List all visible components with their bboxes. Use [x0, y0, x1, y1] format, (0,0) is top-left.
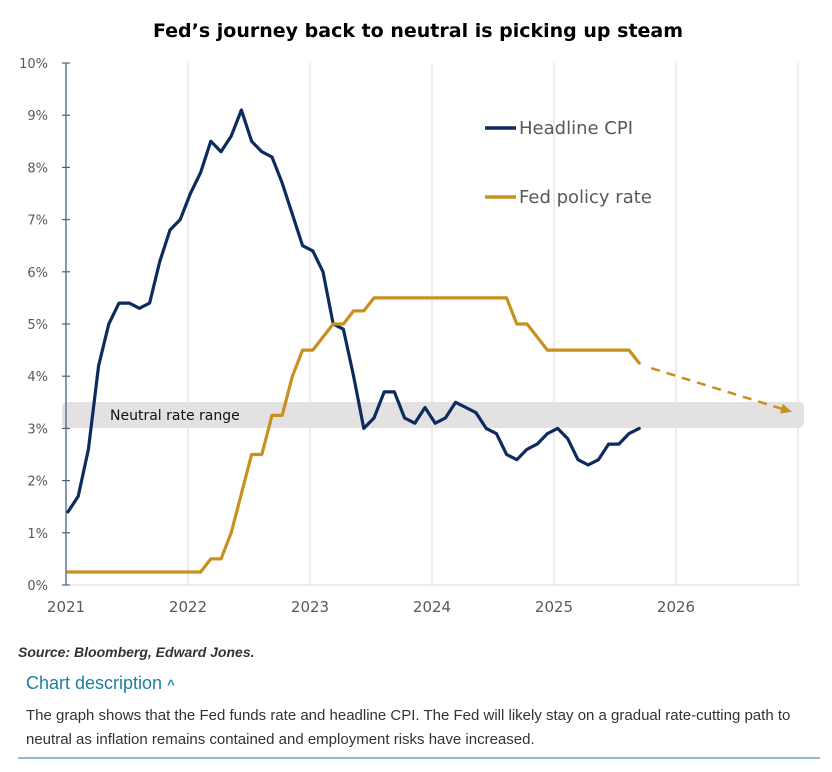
chart-description: The graph shows that the Fed funds rate … — [26, 707, 791, 748]
y-tick-label: 5% — [27, 318, 48, 333]
legend-label-fed: Fed policy rate — [519, 187, 652, 208]
x-tick-label: 2025 — [535, 598, 573, 616]
y-tick-label: 9% — [27, 109, 48, 124]
y-tick-label: 0% — [27, 579, 48, 594]
y-tick-label: 1% — [27, 527, 48, 542]
neutral-rate-band — [62, 402, 804, 428]
chevron-up-icon: ^ — [167, 677, 175, 692]
neutral-rate-label: Neutral rate range — [110, 408, 240, 424]
fed-rate-projection — [650, 366, 787, 412]
fed-rate-line — [66, 296, 641, 574]
divider — [18, 757, 820, 759]
y-tick-label: 6% — [27, 266, 48, 281]
x-tick-label: 2024 — [413, 598, 451, 616]
source-note: Source: Bloomberg, Edward Jones. — [18, 644, 255, 660]
x-tick-label: 2023 — [291, 598, 329, 616]
chart: Fed’s journey back to neutral is picking… — [19, 20, 804, 616]
chart-description-toggle[interactable]: Chart description ^ — [26, 673, 175, 694]
y-tick-label: 8% — [27, 161, 48, 176]
x-tick-label: 2026 — [657, 598, 695, 616]
y-tick-label: 4% — [27, 370, 48, 385]
y-tick-label: 10% — [19, 57, 48, 72]
x-tick-label: 2021 — [47, 598, 85, 616]
y-tick-label: 2% — [27, 475, 48, 490]
y-tick-label: 7% — [27, 214, 48, 229]
legend-label-cpi: Headline CPI — [519, 118, 633, 139]
y-tick-label: 3% — [27, 422, 48, 437]
x-tick-label: 2022 — [169, 598, 207, 616]
toggle-label: Chart description — [26, 673, 163, 693]
projection-arrowhead — [779, 403, 792, 414]
chart-title: Fed’s journey back to neutral is picking… — [153, 20, 683, 42]
legend: Headline CPI Fed policy rate — [485, 118, 652, 208]
